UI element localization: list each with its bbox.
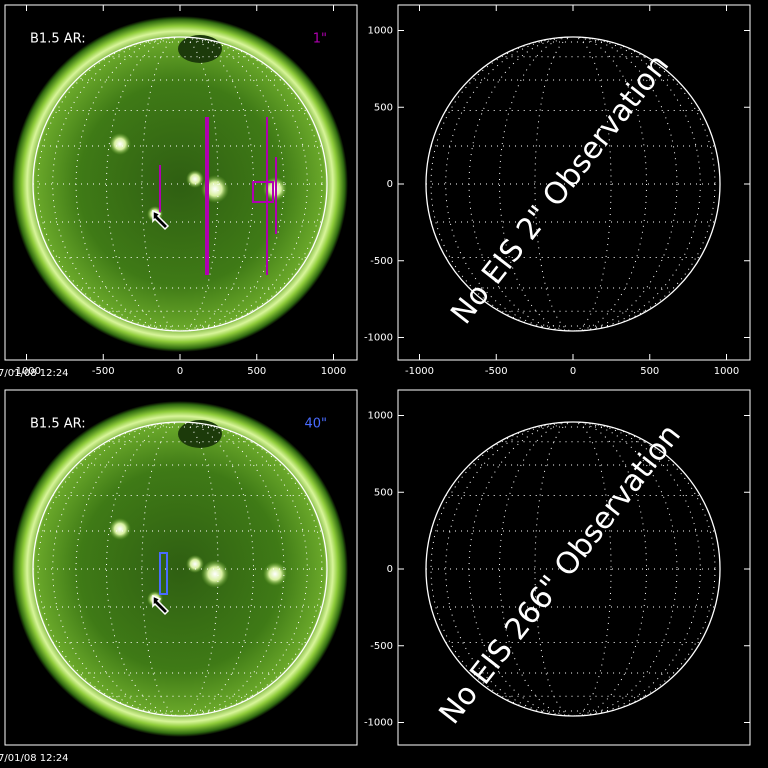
longitude-line	[430, 421, 716, 717]
active-region	[263, 562, 287, 586]
x-tick-label: 500	[640, 366, 659, 377]
y-tick-label: -500	[370, 641, 393, 652]
longitude-line	[445, 421, 701, 717]
active-region	[186, 170, 204, 188]
y-tick-label: 0	[387, 179, 393, 190]
longitude-line	[52, 421, 308, 717]
sun-image	[12, 16, 348, 352]
panel: B1.5 AR: 40" 7/01/08 12:24	[0, 389, 358, 764]
panel: B1.5 AR: 1" 7/01/08 12:24-1000 -500 0 500 1000	[0, 4, 358, 379]
solar-limb	[425, 421, 721, 717]
x-tick-label: -1000	[405, 366, 434, 377]
y-tick-label: -1000	[364, 333, 393, 344]
longitude-line	[106, 421, 254, 717]
longitude-line	[445, 36, 701, 332]
panel-content	[12, 16, 348, 352]
x-tick-label: -1000	[12, 366, 41, 377]
x-tick-label: 0	[177, 366, 183, 377]
active-region	[201, 560, 229, 588]
slit-label: 1"	[313, 32, 327, 47]
y-tick-label: 500	[374, 102, 393, 113]
region-label: B1.5 AR:	[30, 32, 86, 47]
plot-frame	[397, 389, 751, 746]
pointer-arrow	[152, 594, 170, 616]
active-region	[109, 133, 131, 155]
y-tick-label: -1000	[364, 718, 393, 729]
sun-image	[12, 401, 348, 737]
y-tick-label: 0	[387, 564, 393, 575]
solar-limb	[32, 36, 328, 332]
timestamp: 7/01/08 12:24	[0, 753, 69, 764]
plot-frame	[397, 4, 751, 361]
longitude-line	[499, 421, 647, 717]
timestamp: 7/01/08 12:24	[0, 368, 69, 379]
active-region	[109, 518, 131, 540]
x-tick-label: 500	[247, 366, 266, 377]
y-tick-label: 1000	[368, 26, 393, 37]
coronal-hole	[178, 420, 222, 448]
coronal-hole	[178, 35, 222, 63]
y-tick-label: 1000	[368, 411, 393, 422]
eis-raster	[159, 552, 168, 595]
longitude-line	[52, 36, 308, 332]
active-region	[186, 555, 204, 573]
x-tick-label: 1000	[321, 366, 346, 377]
solar-limb	[425, 36, 721, 332]
plot-frame	[4, 389, 358, 746]
longitude-line	[37, 36, 323, 332]
longitude-line	[430, 36, 716, 332]
x-tick-label: 0	[570, 366, 576, 377]
longitude-line	[37, 421, 323, 717]
x-tick-label: -500	[485, 366, 508, 377]
x-tick-label: -500	[92, 366, 115, 377]
panel-content	[425, 421, 721, 717]
pointer-arrow	[152, 209, 170, 231]
solar-limb	[32, 421, 328, 717]
longitude-line	[499, 36, 647, 332]
x-tick-label: 1000	[714, 366, 739, 377]
plot-frame	[4, 4, 358, 361]
y-tick-label: 500	[374, 487, 393, 498]
y-tick-label: -500	[370, 256, 393, 267]
region-label: B1.5 AR:	[30, 417, 86, 432]
eis-raster	[252, 181, 274, 203]
panel-content	[425, 36, 721, 332]
slit-label: 40"	[304, 417, 327, 432]
panel-content	[12, 401, 348, 737]
